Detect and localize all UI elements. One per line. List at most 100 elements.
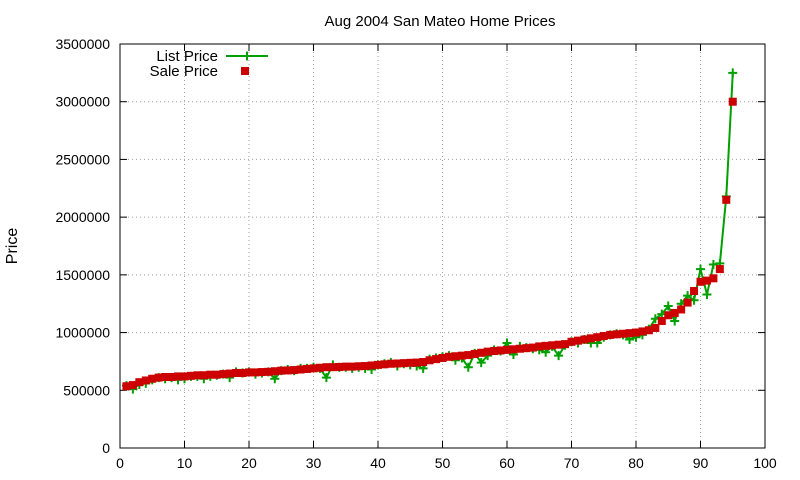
sale-price-point [554,340,563,349]
x-tick-label: 80 [628,455,644,471]
list-price-point [702,289,712,299]
y-tick-label: 2500000 [55,151,110,167]
sale-price-point [722,195,731,204]
x-tick-label: 70 [564,455,580,471]
sale-price-point [483,347,492,356]
sale-price-point [135,378,144,387]
y-tick-label: 1000000 [55,325,110,341]
sale-price-point [315,363,324,372]
sale-price-point [225,369,234,378]
sale-price-point [309,364,318,373]
sale-price-point [199,371,208,380]
sale-price-point [464,351,473,360]
sale-price-point [270,367,279,376]
sale-price-point [444,352,453,361]
legend-label-list-price: List Price [156,48,218,65]
sale-price-point [548,341,557,350]
y-tick-label: 3500000 [55,36,110,52]
legend-marker-list-price [242,51,252,61]
sale-price-point [670,308,679,317]
sale-price-point [451,352,460,361]
sale-price-point [586,334,595,343]
x-tick-label: 90 [693,455,709,471]
series-layer [121,68,738,394]
sale-price-point [219,370,228,379]
sale-price-point [580,335,589,344]
legend: List Price Sale Price [150,48,268,80]
sale-price-point [496,346,505,355]
sale-price-point [606,330,615,339]
sale-price-point [335,362,344,371]
sale-price-point [322,363,331,372]
sale-price-point [432,355,441,364]
sale-price-point [438,353,447,362]
y-tick-label: 0 [102,440,110,456]
sale-price-point [328,363,337,372]
sale-price-point [509,345,518,354]
sale-price-point [386,359,395,368]
list-price-point [270,374,280,384]
list-price-point [463,362,473,372]
sale-price-point [561,340,570,349]
sale-price-point [425,356,434,365]
sale-price-point [380,360,389,369]
sale-price-point [715,265,724,274]
list-price-point [476,358,486,368]
sale-price-point [573,336,582,345]
sale-price-point [245,368,253,377]
sale-price-point [515,344,524,353]
sale-price-point [277,366,286,375]
sale-price-point [174,372,183,381]
x-tick-label: 100 [753,455,777,471]
sale-price-point [619,329,628,338]
sale-price-point [303,364,312,373]
x-tick-label: 50 [435,455,451,471]
sale-price-point [154,373,163,382]
sale-price-point [567,337,576,346]
sale-price-point [657,317,666,326]
sale-price-point [251,368,260,377]
sale-price-point [541,341,550,350]
list-price-line [126,72,734,391]
sale-price-point [374,360,382,369]
x-tick-label: 20 [241,455,257,471]
sale-price-point [651,323,660,332]
sale-price-point [296,365,305,374]
sale-price-point [612,330,621,339]
sale-price-point [348,362,357,371]
sale-price-point [161,373,170,382]
x-tick-label: 60 [499,455,515,471]
sale-price-point [141,376,150,385]
y-tick-label: 3000000 [55,94,110,110]
y-tick-label: 1500000 [55,267,110,283]
sale-price-point [593,333,602,342]
list-price-point [708,259,718,269]
sale-price-point [690,287,699,296]
sale-price-point [632,328,640,337]
sale-price-point [257,368,266,377]
list-price-point [663,301,673,311]
sale-price-point [367,361,376,370]
sale-price-point [522,344,531,353]
sale-price-point [393,359,402,368]
sale-price-point [702,276,711,285]
sale-price-point [193,371,202,380]
sale-price-point [696,277,705,286]
legend-label-sale-price: Sale Price [150,63,218,80]
list-price-point [554,351,564,361]
sale-price-point [212,370,221,379]
sale-price-point [232,368,241,377]
sale-price-point [399,359,408,368]
grid-lines [120,44,765,448]
sale-price-point [406,358,415,367]
sale-price-point [535,342,544,351]
sale-price-point [477,348,486,357]
sale-price-point [206,370,215,379]
sale-price-point [186,371,195,380]
sale-price-point [419,358,428,367]
sale-price-point [599,332,608,341]
x-tick-label: 0 [116,455,124,471]
sale-price-point [148,374,157,383]
list-price-point [728,68,738,78]
